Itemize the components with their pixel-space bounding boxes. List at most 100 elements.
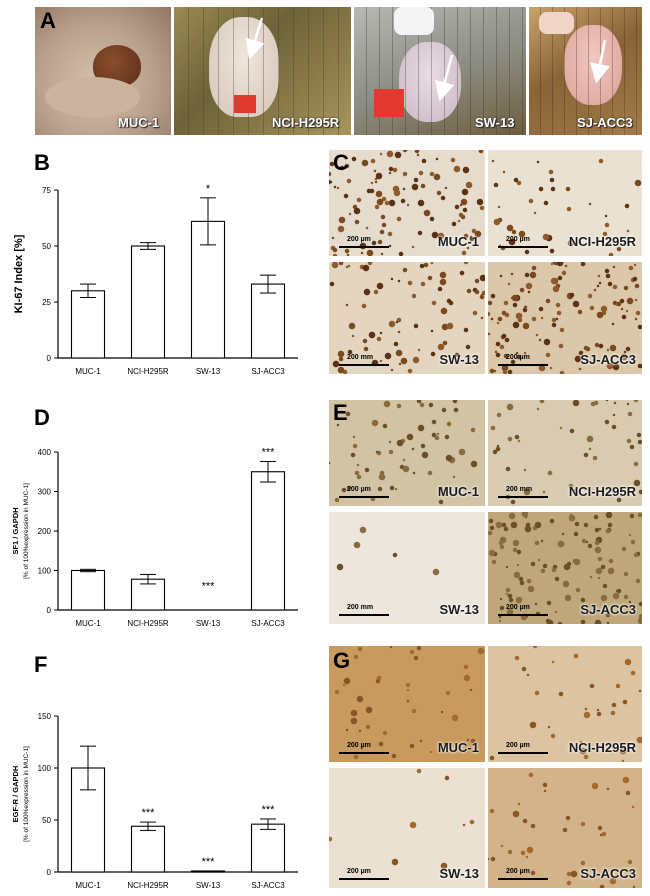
bar xyxy=(130,825,166,873)
significance-label: * xyxy=(206,183,211,195)
y-tick-label: 50 xyxy=(42,816,51,825)
x-tick-label: NCI-H295R xyxy=(127,881,169,890)
scale-bar xyxy=(498,364,548,366)
micrograph-c-muc1: 200 µm MUC-1 xyxy=(329,150,485,256)
significance-label: *** xyxy=(142,807,156,819)
micrograph-label: MUC-1 xyxy=(437,234,479,249)
photo-label-sw13: SW-13 xyxy=(475,115,515,130)
x-tick-label: SJ-ACC3 xyxy=(251,619,285,628)
y-tick-label: 400 xyxy=(38,448,52,457)
x-tick-label: NCI-H295R xyxy=(127,619,169,628)
panel-label-e: E xyxy=(333,400,348,425)
x-tick-label: SW-13 xyxy=(196,367,221,376)
panel-label-g: G xyxy=(333,648,351,673)
x-tick-label: NCI-H295R xyxy=(127,367,169,376)
scale-bar-label: 200 µm xyxy=(506,742,530,749)
scale-bar xyxy=(339,878,389,880)
chart-sf1: 0 100 200 300 400 SF1 / GAPDH [% of 100%expres… xyxy=(11,446,298,628)
x-tick-label: MUC-1 xyxy=(75,881,101,890)
y-tick-label: 50 xyxy=(42,242,51,251)
scale-bar xyxy=(339,246,389,248)
scale-bar-label: 200 µm xyxy=(506,868,530,875)
y-tick-label: 300 xyxy=(38,488,52,497)
bar xyxy=(70,290,106,359)
scale-bar-label: 200 µm xyxy=(347,742,371,749)
bar xyxy=(250,823,286,873)
significance-label: *** xyxy=(202,580,216,592)
scale-bar-label: 200 mm xyxy=(347,354,374,361)
y-axis-label: SF1 / GAPDH xyxy=(11,507,20,554)
bar xyxy=(190,870,226,873)
photo-label-muc1: MUC-1 xyxy=(118,115,160,130)
mouse-photo-sj-acc3 xyxy=(529,7,642,135)
micrograph-c-nci-h295r: 200 µm NCI-H295R xyxy=(488,150,642,256)
significance-label: *** xyxy=(262,446,276,458)
scale-bar-label: 200 µm xyxy=(347,486,371,493)
micrograph-label: SJ-ACC3 xyxy=(580,866,636,881)
scale-bar-label: 200 µm xyxy=(347,868,371,875)
scale-bar-label: 200 µm xyxy=(347,236,371,243)
scale-bar xyxy=(498,496,548,498)
y-tick-label: 0 xyxy=(47,868,52,877)
x-tick-label: MUC-1 xyxy=(75,367,101,376)
x-tick-label: SW-13 xyxy=(196,881,221,890)
micrograph-label: SW-13 xyxy=(439,602,479,617)
scale-bar xyxy=(498,614,548,616)
micrograph-e-sj-acc3: 200 µm SJ-ACC3 xyxy=(488,512,642,624)
y-tick-label: 75 xyxy=(42,186,51,195)
micrograph-label: SW-13 xyxy=(439,352,479,367)
micrograph-e-nci-h295r: 200 mm NCI-H295R xyxy=(488,400,642,506)
scale-bar xyxy=(498,878,548,880)
y-axis-label: KI-67 Index [%] xyxy=(13,234,25,313)
y-tick-label: 100 xyxy=(38,764,52,773)
y-axis-sublabel: [% of 100%expression in MUC-1] xyxy=(23,746,30,842)
chart-ki67: 0 25 50 75 KI-67 Index [%] MUC-1 NCI-H295R * SW-… xyxy=(13,183,298,376)
scale-bar xyxy=(339,496,389,498)
x-tick-label: SJ-ACC3 xyxy=(251,881,285,890)
y-tick-label: 0 xyxy=(47,606,52,615)
y-axis-label: EGF-R / GAPDH xyxy=(11,766,20,823)
tumor-arrows xyxy=(245,17,610,102)
photo-label-sj-acc3: SJ-ACC3 xyxy=(577,115,633,130)
scale-bar xyxy=(498,246,548,248)
micrograph-c-sj-acc3: 200 µm SJ-ACC3 xyxy=(488,262,642,374)
mouse-photo-muc1 xyxy=(35,7,171,135)
y-tick-label: 150 xyxy=(38,712,52,721)
micrograph-c-sw13: 200 mm SW-13 xyxy=(329,262,485,374)
significance-label: *** xyxy=(202,856,216,868)
x-tick-label: SW-13 xyxy=(196,619,221,628)
x-tick-label: MUC-1 xyxy=(75,619,101,628)
bar xyxy=(250,283,286,359)
micrograph-label: NCI-H295R xyxy=(568,234,636,249)
scale-bar-label: 200 µm xyxy=(506,604,530,611)
scale-bar-label: 200 mm xyxy=(506,486,533,493)
panel-label-a: A xyxy=(40,8,56,33)
scale-bar xyxy=(339,364,389,366)
scale-bar xyxy=(339,752,389,754)
photo-label-nci-h295r: NCI-H295R xyxy=(272,115,340,130)
scale-bar xyxy=(339,614,389,616)
panel-label-b: B xyxy=(34,150,50,175)
x-tick-label: SJ-ACC3 xyxy=(251,367,285,376)
micrograph-label: SJ-ACC3 xyxy=(580,352,636,367)
micrograph-e-sw13: 200 mm SW-13 xyxy=(329,512,485,624)
micrograph-label: MUC-1 xyxy=(437,484,479,499)
micrograph-g-sw13: 200 µm SW-13 xyxy=(329,768,485,888)
mouse-photo-sw13 xyxy=(354,7,526,135)
micrograph-g-nci-h295r: 200 µm NCI-H295R xyxy=(488,646,642,762)
scale-bar-label: 200 µm xyxy=(506,236,530,243)
panel-label-c: C xyxy=(333,150,349,175)
panel-label-f: F xyxy=(34,652,48,677)
micrograph-e-muc1: 200 µm MUC-1 xyxy=(329,400,485,506)
bar xyxy=(250,471,286,611)
panel-label-d: D xyxy=(34,405,50,430)
arrow-icon xyxy=(590,39,610,84)
y-axis-sublabel: [% of 100%expression in MUC-1] xyxy=(23,483,30,579)
bar xyxy=(130,245,166,359)
micrograph-label: NCI-H295R xyxy=(568,484,636,499)
micrograph-label: MUC-1 xyxy=(437,740,479,755)
micrograph-g-sj-acc3: 200 µm SJ-ACC3 xyxy=(488,768,642,888)
scale-bar-label: 200 µm xyxy=(506,354,530,361)
arrow-icon xyxy=(245,17,265,60)
scale-bar xyxy=(498,752,548,754)
